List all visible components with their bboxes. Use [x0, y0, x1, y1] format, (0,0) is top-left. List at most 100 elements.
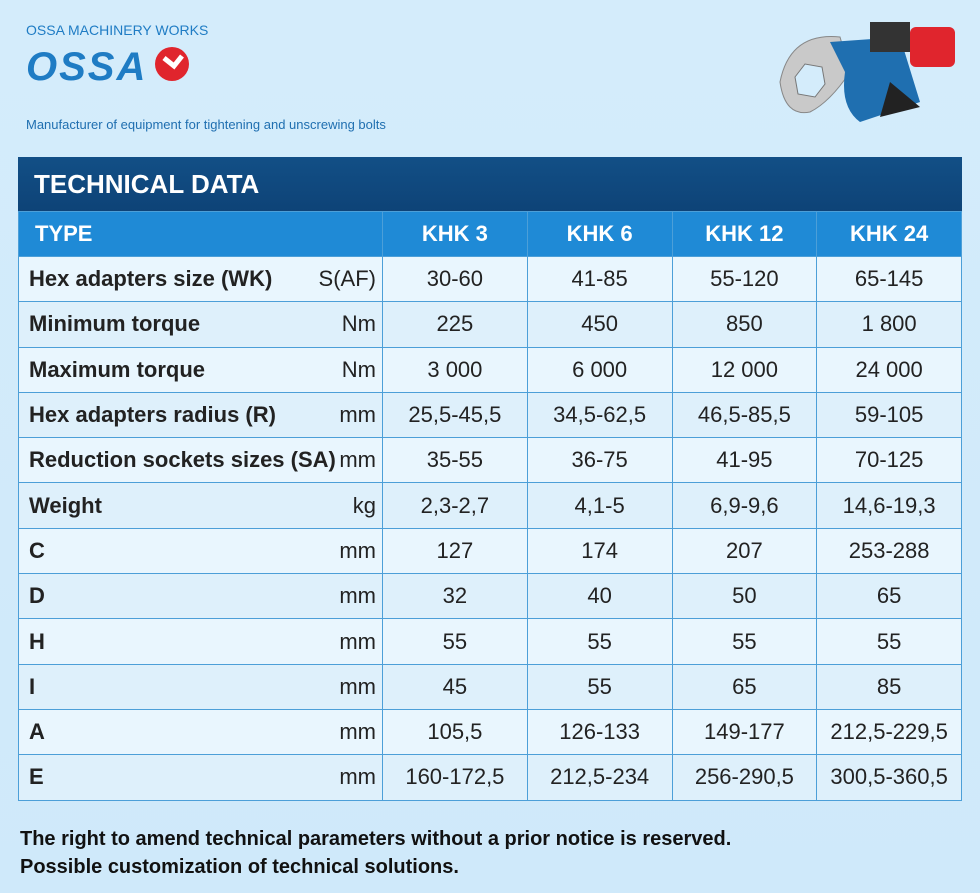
- footer-line: The right to amend technical parameters …: [20, 828, 732, 850]
- data-row: mm A 105,5 126-133 149-177 212,5-229,5: [18, 708, 962, 756]
- row-label-cell: kg Weight: [18, 482, 383, 529]
- row-label-cell: mm E: [18, 754, 383, 801]
- data-row: mm Reduction sockets sizes (SA) 35-55 36-75…: [18, 437, 962, 484]
- value-cell: 65-145: [816, 255, 962, 303]
- value-cell: 41-85: [526, 255, 673, 303]
- row-label-cell: Nm Minimum torque: [18, 301, 383, 348]
- value-cell: 207: [671, 527, 818, 575]
- value-cell: 55-120: [671, 255, 818, 303]
- value-cell: 225: [382, 301, 528, 348]
- row-label-cell: Nm Maximum torque: [18, 346, 383, 393]
- unit: mm: [339, 719, 376, 745]
- value-cell: 212,5-229,5: [816, 708, 962, 756]
- value-cell: 256-290,5: [671, 754, 818, 801]
- value-cell: 174: [526, 527, 673, 575]
- logo: OSSA: [26, 44, 192, 90]
- parameter: Hex adapters radius (R): [29, 402, 276, 428]
- parameter: Minimum torque: [29, 311, 201, 337]
- data-row: kg Weight 2,3-2,7 4,1-5 6,9-9,6 14,6-19,3: [18, 482, 962, 529]
- value-cell: 24 000: [816, 346, 962, 393]
- product-image: [779, 22, 955, 122]
- value-cell: 450: [526, 301, 673, 348]
- value-cell: 127: [382, 527, 528, 575]
- parameter: Maximum torque: [29, 356, 206, 382]
- value-cell: 32: [382, 573, 528, 620]
- row-label-cell: S(AF) Hex adapters size (WK): [18, 255, 383, 303]
- parameter: Reduction sockets sizes (SA): [29, 447, 336, 473]
- value-cell: 300,5-360,5: [816, 754, 962, 801]
- value-cell: 149-177: [671, 708, 818, 756]
- unit: Nm: [341, 356, 376, 382]
- value-cell: 55: [816, 618, 962, 665]
- unit: mm: [339, 764, 376, 790]
- value-cell: 70-125: [816, 437, 962, 484]
- value-cell: 65: [816, 573, 962, 620]
- value-cell: 2,3-2,7: [382, 482, 528, 529]
- column-header: KHK 12: [671, 211, 818, 257]
- value-cell: 6 000: [526, 346, 673, 393]
- value-cell: 30-60: [382, 255, 528, 303]
- value-cell: 12 000: [671, 346, 818, 393]
- value-cell: 41-95: [671, 437, 818, 484]
- value-cell: 6,9-9,6: [671, 482, 818, 529]
- footer: The right to amend technical parameters …: [20, 825, 731, 881]
- value-cell: 3 000: [382, 346, 528, 393]
- row-label-cell: mm A: [18, 708, 383, 756]
- value-cell: 35-55: [382, 437, 528, 484]
- parameter: H: [29, 628, 45, 654]
- type-header: TYPE: [18, 211, 383, 257]
- value-cell: 65: [671, 663, 818, 710]
- data-row: mm H 55 55 55 55: [18, 618, 962, 665]
- row-label-cell: mm I: [18, 663, 383, 710]
- value-cell: 160-172,5: [382, 754, 528, 801]
- unit: kg: [352, 492, 376, 518]
- parameter: Weight: [29, 492, 102, 518]
- parameter: Hex adapters size (WK): [29, 266, 273, 292]
- unit: mm: [339, 402, 376, 428]
- value-cell: 14,6-19,3: [816, 482, 962, 529]
- data-row: Nm Maximum torque 3 000 6 000 12 000 24 000: [18, 346, 962, 393]
- unit: mm: [339, 447, 376, 473]
- parameter: D: [29, 583, 45, 609]
- table-title: TECHNICAL DATA: [18, 157, 962, 211]
- column-header: KHK 3: [382, 211, 528, 257]
- logo-text: OSSA: [26, 45, 148, 89]
- data-row: mm E 160-172,5 212,5-234 256-290,5 300,5-360,…: [18, 754, 962, 801]
- value-cell: 55: [671, 618, 818, 665]
- unit: Nm: [341, 311, 376, 337]
- unit: mm: [339, 583, 376, 609]
- value-cell: 55: [526, 618, 673, 665]
- data-row: mm Hex adapters radius (R) 25,5-45,5 34,5-6…: [18, 391, 962, 439]
- logo-mark: [154, 47, 189, 81]
- column-header: KHK 24: [816, 211, 962, 257]
- data-row: mm C 127 174 207 253-288: [18, 527, 962, 575]
- row-label-cell: mm Reduction sockets sizes (SA): [18, 437, 383, 484]
- value-cell: 36-75: [526, 437, 673, 484]
- company-name: OSSA MACHINERY WORKS: [26, 22, 209, 38]
- data-row: Nm Minimum torque 225 450 850 1 800: [18, 301, 962, 348]
- header-row: TYPE KHK 3 KHK 6 KHK 12 KHK 24: [18, 211, 962, 257]
- value-cell: 46,5-85,5: [671, 391, 818, 439]
- value-cell: 59-105: [816, 391, 962, 439]
- row-label-cell: mm C: [18, 527, 383, 575]
- value-cell: 25,5-45,5: [382, 391, 528, 439]
- value-cell: 1 800: [816, 301, 962, 348]
- parameter: C: [29, 537, 45, 563]
- column-header: KHK 6: [526, 211, 673, 257]
- row-label-cell: mm D: [18, 573, 383, 620]
- value-cell: 40: [526, 573, 673, 620]
- value-cell: 4,1-5: [526, 482, 673, 529]
- value-cell: 850: [671, 301, 818, 348]
- parameter: A: [29, 719, 45, 745]
- technical-table: TECHNICAL DATA TYPE KHK 3 KHK 6 KHK 12 KHK 2…: [18, 157, 962, 801]
- value-cell: 85: [816, 663, 962, 710]
- unit: S(AF): [318, 266, 376, 292]
- row-label-cell: mm Hex adapters radius (R): [18, 391, 383, 439]
- footer-line: Possible customization of technical solu…: [20, 856, 459, 878]
- unit: mm: [339, 673, 376, 699]
- row-label-cell: mm H: [18, 618, 383, 665]
- table-grid: TYPE KHK 3 KHK 6 KHK 12 KHK 24 S(AF) Hex adapt…: [18, 211, 962, 801]
- value-cell: 126-133: [526, 708, 673, 756]
- parameter: E: [29, 764, 44, 790]
- unit: mm: [339, 628, 376, 654]
